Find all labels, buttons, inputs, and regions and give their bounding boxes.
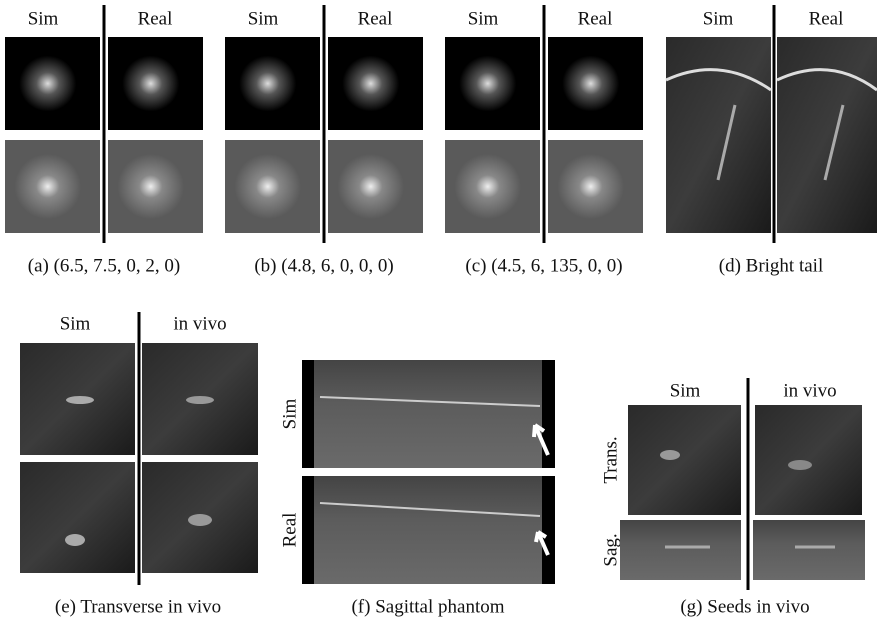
image bbox=[225, 140, 320, 233]
caption: (d) Bright tail bbox=[719, 255, 823, 276]
image bbox=[548, 37, 643, 130]
image-edge bbox=[302, 360, 314, 468]
panel-label: Real bbox=[138, 8, 173, 29]
image bbox=[666, 37, 771, 233]
caption: (g) Seeds in vivo bbox=[680, 596, 809, 617]
image bbox=[755, 405, 862, 515]
panel-label: Sim bbox=[28, 8, 59, 29]
row-label: Trans. bbox=[600, 436, 621, 483]
panel-e: Sim in vivo (e) Transverse in vivo bbox=[20, 312, 258, 617]
image bbox=[5, 140, 100, 233]
image-feature bbox=[65, 534, 85, 546]
image-edge bbox=[542, 476, 555, 584]
panel-label: Sim bbox=[468, 8, 499, 29]
image bbox=[225, 37, 320, 130]
panel-label: Sim bbox=[703, 8, 734, 29]
image-feature bbox=[788, 460, 812, 470]
panel-b: Sim Real (b) (4.8, 6, 0, 0, 0) bbox=[225, 5, 423, 276]
panel-label: Sim bbox=[670, 380, 701, 401]
image bbox=[753, 520, 865, 580]
image bbox=[328, 140, 423, 233]
image bbox=[548, 140, 643, 233]
panel-label: in vivo bbox=[173, 313, 226, 334]
panel-label: in vivo bbox=[783, 380, 836, 401]
panel-d: Sim Real (d) Bright tail bbox=[666, 5, 877, 276]
image-feature bbox=[660, 450, 680, 460]
caption: (e) Transverse in vivo bbox=[55, 596, 221, 617]
panel-c: Sim Real (c) (4.5, 6, 135, 0, 0) bbox=[445, 5, 643, 276]
row-label: Sag. bbox=[600, 533, 621, 566]
panel-label: Real bbox=[809, 8, 844, 29]
figure: Sim Real (a) (6.5, 7.5, 0, 2, 0) Sim Rea… bbox=[0, 0, 881, 628]
image bbox=[20, 462, 135, 573]
image bbox=[445, 140, 540, 233]
panel-g: Sim in vivo Trans. Sag. (g) Seeds in viv… bbox=[600, 378, 865, 617]
row-label: Real bbox=[279, 513, 300, 548]
panel-label: Sim bbox=[60, 313, 91, 334]
image bbox=[628, 405, 741, 515]
caption: (f) Sagittal phantom bbox=[351, 596, 504, 617]
image-feature bbox=[186, 396, 214, 404]
panel-label: Real bbox=[578, 8, 613, 29]
image bbox=[5, 37, 100, 130]
panel-f: Sim Real (f) Sagittal phantom bbox=[279, 360, 555, 617]
image-edge bbox=[302, 476, 314, 584]
image bbox=[328, 37, 423, 130]
image bbox=[108, 140, 203, 233]
caption: (c) (4.5, 6, 135, 0, 0) bbox=[465, 255, 622, 276]
image-feature bbox=[188, 514, 212, 526]
row-label: Sim bbox=[279, 398, 300, 429]
image bbox=[108, 37, 203, 130]
image bbox=[445, 37, 540, 130]
panel-a: Sim Real (a) (6.5, 7.5, 0, 2, 0) bbox=[5, 5, 203, 276]
image bbox=[302, 360, 555, 468]
image bbox=[620, 520, 741, 580]
image bbox=[302, 476, 555, 584]
panel-label: Sim bbox=[248, 8, 279, 29]
image-feature bbox=[66, 396, 94, 404]
caption: (a) (6.5, 7.5, 0, 2, 0) bbox=[28, 255, 181, 276]
caption: (b) (4.8, 6, 0, 0, 0) bbox=[254, 255, 393, 276]
panel-label: Real bbox=[358, 8, 393, 29]
image bbox=[777, 37, 877, 233]
